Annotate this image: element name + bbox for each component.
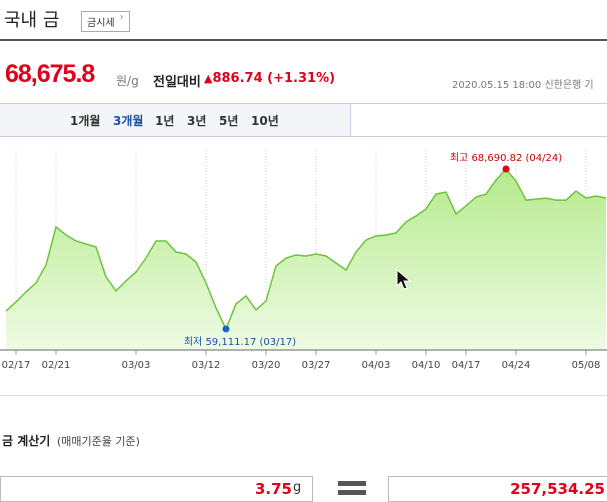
min-point — [222, 325, 230, 333]
x-tick-label: 02/17 — [2, 360, 31, 371]
x-tick-label: 04/03 — [362, 360, 391, 371]
period-tab[interactable]: 5년 — [219, 114, 239, 128]
max-label: 최고 68,690.82 (04/24) — [450, 152, 562, 164]
x-tick-label: 03/20 — [252, 360, 281, 371]
equals-icon — [338, 481, 366, 486]
divider — [0, 395, 607, 396]
x-tick-label: 03/12 — [192, 360, 221, 371]
chart: 02/17 02/21 03/03 03/12 03/20 03/27 04/03 04/10… — [0, 150, 607, 371]
change-label: 전일대비 — [153, 75, 201, 90]
period-tab[interactable]: 1년 — [155, 114, 175, 128]
period-tab[interactable]: 3년 — [187, 114, 207, 128]
amount-unit: g — [293, 480, 302, 495]
x-tick-label: 03/27 — [302, 360, 331, 371]
x-tick-label: 05/08 — [572, 360, 601, 371]
price: 68,675.8 — [5, 60, 95, 88]
mouse-cursor — [396, 268, 412, 290]
min-label: 최저 59,111.17 (03/17) — [184, 336, 296, 348]
amount-value: 3.75 — [254, 480, 292, 498]
calculator-subtitle: (매매기준율 기준) — [57, 435, 140, 448]
period-tab[interactable]: 3개월 — [113, 114, 144, 128]
change: 886.74 (+1.31%) — [204, 71, 335, 86]
page-title: 국내 금 — [4, 10, 60, 31]
x-tick-label: 02/21 — [42, 360, 71, 371]
period-tab[interactable]: 10년 — [251, 114, 279, 128]
calculator-title: 금 계산기 — [2, 434, 51, 448]
area — [6, 169, 606, 350]
x-tick-label: 04/24 — [502, 360, 531, 371]
tab-bar-blank — [350, 103, 607, 137]
price-unit: 원/g — [116, 74, 139, 88]
x-tick-label: 04/17 — [452, 360, 481, 371]
x-tick-label: 04/10 — [412, 360, 441, 371]
source: 신한은행 기 — [544, 80, 594, 91]
divider — [0, 39, 607, 41]
date: 2020.05.15 18:00 — [452, 80, 542, 91]
max-point — [502, 165, 510, 173]
period-tab[interactable]: 1개월 — [70, 114, 101, 128]
result-value: 257,534.25 — [510, 480, 605, 498]
date-source: 2020.05.15 18:00 신한은행 기 — [452, 76, 594, 91]
gold-price-button[interactable]: 금시세 — [81, 11, 130, 32]
x-tick-label: 03/03 — [122, 360, 151, 371]
